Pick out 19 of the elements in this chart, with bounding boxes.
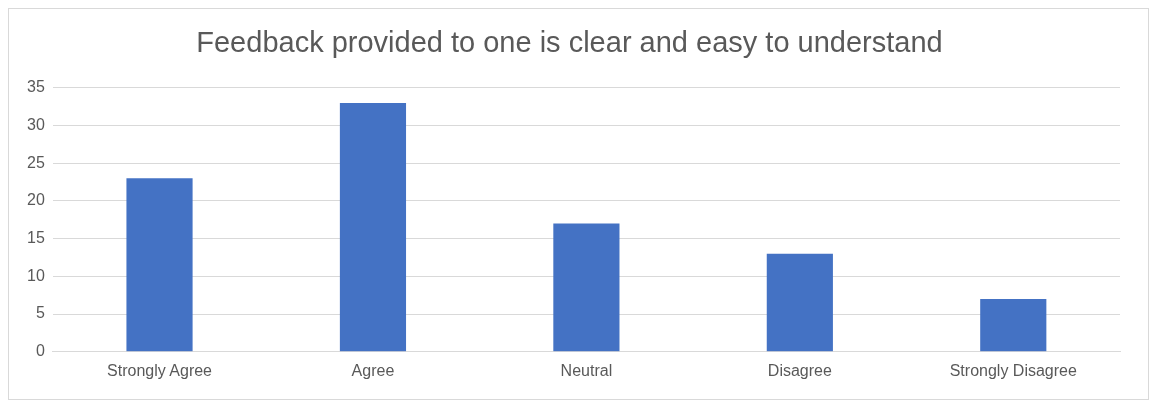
y-tick-label: 35: [27, 78, 45, 96]
x-tick-label: Strongly Agree: [107, 361, 213, 379]
x-tick-label: Neutral: [560, 361, 613, 379]
y-tick-label: 5: [35, 304, 45, 322]
y-tick-label: 20: [27, 191, 45, 209]
y-tick-label: 30: [27, 115, 45, 133]
bar: [980, 299, 1047, 352]
y-tick-label: 25: [27, 153, 45, 171]
bar: [766, 253, 833, 352]
y-tick-label: 15: [27, 229, 45, 247]
x-tick-label: Agree: [351, 361, 395, 379]
bar: [553, 223, 620, 352]
bar: [339, 102, 407, 352]
x-tick-label: Disagree: [767, 361, 832, 379]
y-tick-label: 0: [35, 342, 45, 360]
bar: [126, 178, 193, 352]
chart-title: Feedback provided to one is clear and easy to understand: [196, 26, 943, 59]
x-tick-label: Strongly Disagree: [949, 361, 1077, 379]
y-tick-label: 10: [27, 266, 45, 284]
